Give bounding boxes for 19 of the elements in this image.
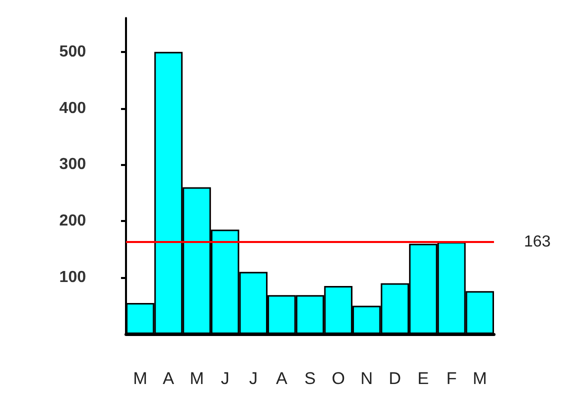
ref-line-label: 163 [524,234,551,251]
x-tick-label: M [190,369,204,388]
x-tick-label: O [332,369,345,388]
y-tick-label: 400 [59,100,86,117]
x-tick-label: E [418,369,429,388]
x-tick-label: N [360,369,373,388]
x-tick-label: D [388,369,402,388]
x-tick-label: J [249,369,258,388]
x-tick-label: J [220,369,230,388]
x-tick-label: S [304,369,316,388]
x-tick-label: A [162,369,175,388]
y-tick-label: 500 [59,43,86,60]
x-tick-label: F [446,369,457,388]
y-tick-label: 200 [59,212,86,230]
y-tick-label: 300 [59,156,86,174]
x-tick-label: M [472,369,487,388]
x-tick-label: A [276,369,288,388]
y-tick-label: 100 [59,269,86,286]
x-tick-label: M [133,369,148,388]
